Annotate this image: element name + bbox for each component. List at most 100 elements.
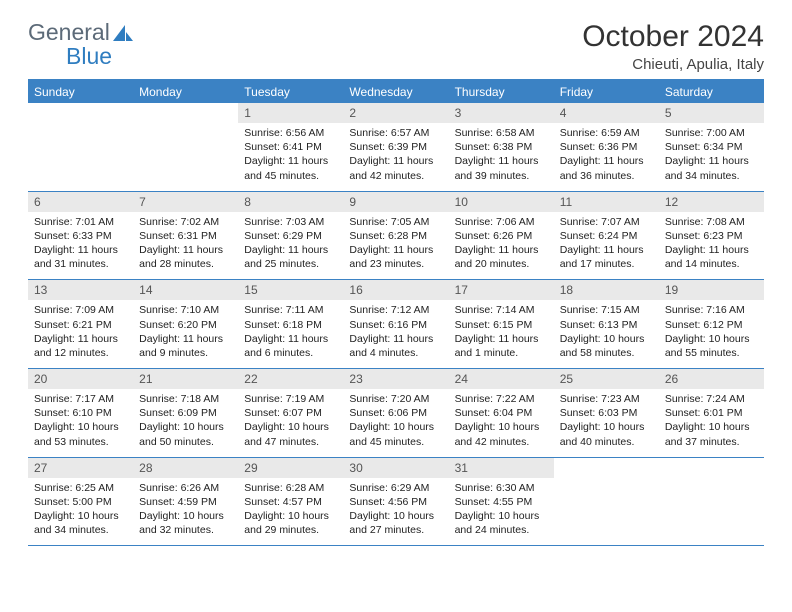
day-detail-line: Sunset: 6:24 PM [560,229,653,243]
day-detail-line: Daylight: 11 hours and 1 minute. [455,332,548,360]
day-number-cell: 31 [449,458,554,478]
day-detail-line: Daylight: 11 hours and 6 minutes. [244,332,337,360]
day-detail-line: Daylight: 11 hours and 39 minutes. [455,154,548,182]
day-detail-line: Daylight: 10 hours and 24 minutes. [455,509,548,537]
weekday-header: Wednesday [343,81,448,103]
day-content-cell: Sunrise: 6:26 AMSunset: 4:59 PMDaylight:… [133,478,238,547]
day-number-cell: 14 [133,280,238,300]
day-detail-line: Sunrise: 6:26 AM [139,481,232,495]
day-detail-line: Sunset: 6:06 PM [349,406,442,420]
day-detail-line: Daylight: 11 hours and 45 minutes. [244,154,337,182]
day-detail-line: Sunset: 6:20 PM [139,318,232,332]
day-content-cell: Sunrise: 7:23 AMSunset: 6:03 PMDaylight:… [554,389,659,458]
day-detail-line: Daylight: 11 hours and 12 minutes. [34,332,127,360]
day-detail-line: Daylight: 11 hours and 31 minutes. [34,243,127,271]
day-detail-line: Daylight: 11 hours and 17 minutes. [560,243,653,271]
day-number-cell: 16 [343,280,448,300]
day-number-cell: 27 [28,458,133,478]
day-detail-line: Sunrise: 7:11 AM [244,303,337,317]
day-detail-line: Sunset: 6:36 PM [560,140,653,154]
day-number-cell [133,103,238,123]
day-detail-line: Sunrise: 7:19 AM [244,392,337,406]
day-detail-line: Sunrise: 7:08 AM [665,215,758,229]
daynum-row: 12345 [28,103,764,123]
day-detail-line: Sunrise: 6:28 AM [244,481,337,495]
day-content-cell: Sunrise: 6:56 AMSunset: 6:41 PMDaylight:… [238,123,343,192]
day-detail-line: Sunrise: 6:58 AM [455,126,548,140]
day-content-cell: Sunrise: 7:05 AMSunset: 6:28 PMDaylight:… [343,212,448,281]
day-detail-line: Sunset: 5:00 PM [34,495,127,509]
day-detail-line: Sunset: 6:41 PM [244,140,337,154]
day-number-cell: 23 [343,369,448,389]
day-number-cell: 26 [659,369,764,389]
day-content-cell: Sunrise: 7:09 AMSunset: 6:21 PMDaylight:… [28,300,133,369]
day-detail-line: Sunset: 6:18 PM [244,318,337,332]
day-detail-line: Daylight: 11 hours and 28 minutes. [139,243,232,271]
day-number-cell: 4 [554,103,659,123]
day-number-cell: 30 [343,458,448,478]
day-detail-line: Sunset: 6:21 PM [34,318,127,332]
day-detail-line: Daylight: 10 hours and 50 minutes. [139,420,232,448]
day-content-cell: Sunrise: 7:10 AMSunset: 6:20 PMDaylight:… [133,300,238,369]
header: GeneralBlue October 2024 Chieuti, Apulia… [28,20,764,73]
day-detail-line: Sunrise: 7:17 AM [34,392,127,406]
day-detail-line: Sunset: 6:26 PM [455,229,548,243]
day-detail-line: Sunrise: 6:29 AM [349,481,442,495]
day-detail-line: Sunset: 6:39 PM [349,140,442,154]
day-detail-line: Sunset: 4:56 PM [349,495,442,509]
day-number-cell: 20 [28,369,133,389]
day-content-cell: Sunrise: 7:01 AMSunset: 6:33 PMDaylight:… [28,212,133,281]
day-number-cell: 24 [449,369,554,389]
day-content-cell [659,478,764,547]
day-content-cell: Sunrise: 7:22 AMSunset: 6:04 PMDaylight:… [449,389,554,458]
day-content-row: Sunrise: 7:09 AMSunset: 6:21 PMDaylight:… [28,300,764,369]
day-content-cell: Sunrise: 6:29 AMSunset: 4:56 PMDaylight:… [343,478,448,547]
day-detail-line: Daylight: 10 hours and 37 minutes. [665,420,758,448]
day-detail-line: Sunset: 4:57 PM [244,495,337,509]
day-content-cell: Sunrise: 6:25 AMSunset: 5:00 PMDaylight:… [28,478,133,547]
day-detail-line: Sunrise: 7:10 AM [139,303,232,317]
day-detail-line: Daylight: 10 hours and 58 minutes. [560,332,653,360]
day-content-cell: Sunrise: 7:16 AMSunset: 6:12 PMDaylight:… [659,300,764,369]
day-detail-line: Daylight: 10 hours and 47 minutes. [244,420,337,448]
day-detail-line: Sunrise: 7:02 AM [139,215,232,229]
day-number-cell: 11 [554,192,659,212]
day-content-cell: Sunrise: 7:06 AMSunset: 6:26 PMDaylight:… [449,212,554,281]
day-detail-line: Sunrise: 7:07 AM [560,215,653,229]
day-content-row: Sunrise: 7:17 AMSunset: 6:10 PMDaylight:… [28,389,764,458]
day-detail-line: Daylight: 11 hours and 36 minutes. [560,154,653,182]
day-content-cell: Sunrise: 7:07 AMSunset: 6:24 PMDaylight:… [554,212,659,281]
day-number-cell: 25 [554,369,659,389]
weekday-header: Monday [133,81,238,103]
day-detail-line: Sunrise: 7:24 AM [665,392,758,406]
weekday-header: Saturday [659,81,764,103]
day-detail-line: Daylight: 10 hours and 40 minutes. [560,420,653,448]
day-detail-line: Sunrise: 7:16 AM [665,303,758,317]
day-detail-line: Daylight: 10 hours and 42 minutes. [455,420,548,448]
weekday-header: Tuesday [238,81,343,103]
day-detail-line: Sunset: 6:01 PM [665,406,758,420]
day-number-cell: 5 [659,103,764,123]
day-detail-line: Daylight: 11 hours and 42 minutes. [349,154,442,182]
day-content-cell: Sunrise: 7:03 AMSunset: 6:29 PMDaylight:… [238,212,343,281]
day-detail-line: Daylight: 11 hours and 20 minutes. [455,243,548,271]
day-content-cell: Sunrise: 6:58 AMSunset: 6:38 PMDaylight:… [449,123,554,192]
day-detail-line: Sunset: 6:34 PM [665,140,758,154]
day-detail-line: Sunset: 6:33 PM [34,229,127,243]
brand-text-blue: Blue [28,43,112,69]
day-number-cell: 3 [449,103,554,123]
day-detail-line: Sunrise: 6:30 AM [455,481,548,495]
day-detail-line: Sunrise: 6:57 AM [349,126,442,140]
weekday-header: Sunday [28,81,133,103]
day-detail-line: Sunset: 4:55 PM [455,495,548,509]
day-content-cell: Sunrise: 6:57 AMSunset: 6:39 PMDaylight:… [343,123,448,192]
sail-icon [112,20,134,44]
day-number-cell: 15 [238,280,343,300]
day-detail-line: Sunrise: 7:12 AM [349,303,442,317]
day-detail-line: Daylight: 10 hours and 29 minutes. [244,509,337,537]
day-content-cell: Sunrise: 7:14 AMSunset: 6:15 PMDaylight:… [449,300,554,369]
calendar-page: GeneralBlue October 2024 Chieuti, Apulia… [0,0,792,566]
weekday-header-row: Sunday Monday Tuesday Wednesday Thursday… [28,81,764,103]
location-subtitle: Chieuti, Apulia, Italy [582,56,764,73]
day-detail-line: Sunrise: 7:09 AM [34,303,127,317]
